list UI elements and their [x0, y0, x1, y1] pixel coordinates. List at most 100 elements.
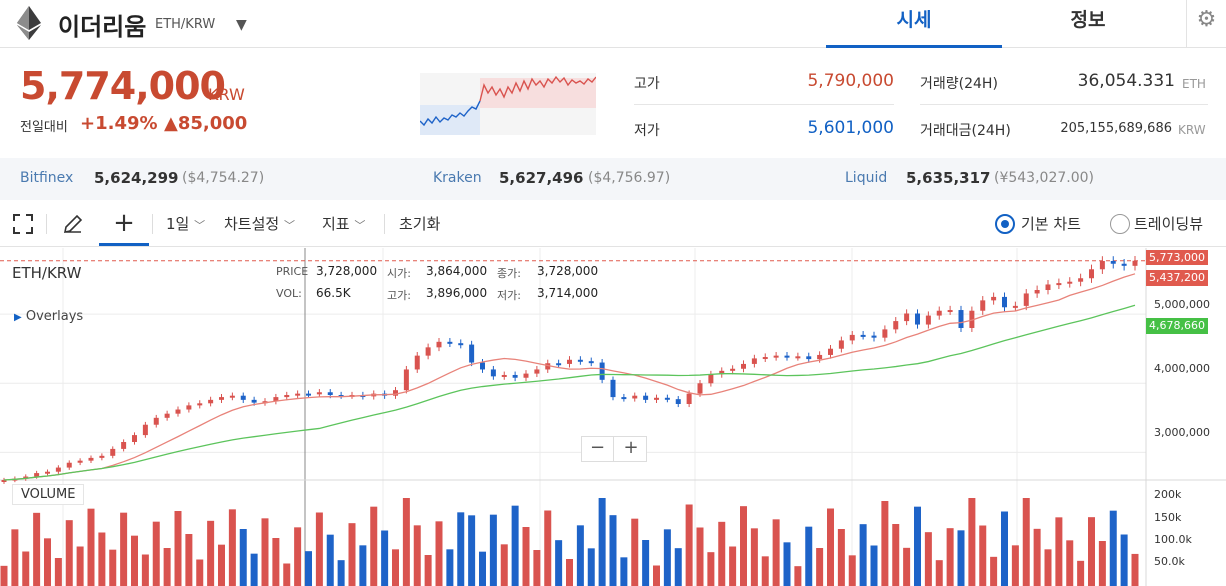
change-percent: +1.49%: [80, 113, 158, 134]
candle-body: [338, 395, 344, 398]
chevron-down-icon: ﹀: [194, 219, 206, 232]
volume-bar: [500, 544, 508, 586]
candle-body: [306, 393, 311, 396]
tradingview-label[interactable]: 트레이딩뷰: [1134, 215, 1204, 233]
volume-bar: [1077, 560, 1085, 586]
volume-bar: [424, 555, 432, 586]
volume-bar: [576, 525, 584, 586]
candle-body: [121, 442, 127, 449]
volume-panel-label: VOLUME: [12, 484, 85, 505]
volume-bar: [402, 498, 410, 586]
exchange-price: 5,624,299: [94, 169, 179, 187]
exchange-price-bar: Bitfinex 5,624,299 ($4,754.27) Kraken 5,…: [0, 158, 1226, 200]
candle-body: [142, 424, 148, 436]
candle-body: [860, 334, 866, 337]
candle-body: [915, 313, 920, 325]
mini-price-chart: [420, 73, 596, 135]
volume-bar: [33, 512, 41, 586]
volume-bar: [196, 559, 204, 586]
candle-body: [577, 359, 583, 362]
tab-info[interactable]: 정보: [1070, 9, 1106, 31]
volume-bar: [446, 549, 454, 586]
volume-bar: [283, 563, 291, 586]
candle-body: [273, 397, 279, 402]
fullscreen-icon[interactable]: [12, 213, 34, 235]
ohlc-price-label: PRICE: [276, 265, 309, 278]
price-tag-ma-short: 5,437,200: [1146, 270, 1208, 286]
volume-bar: [653, 565, 660, 586]
volume-bar: [0, 565, 8, 586]
volume-bar: [1022, 498, 1030, 586]
period-label: 1일: [166, 215, 190, 233]
candle-body: [469, 344, 475, 363]
zoom-out-button[interactable]: −: [582, 437, 614, 461]
candle-body: [229, 395, 235, 398]
volume-bar: [859, 524, 867, 586]
candle-body: [240, 395, 246, 400]
volume-bar: [718, 521, 726, 586]
period-select[interactable]: 1일 ﹀: [166, 213, 205, 234]
candle-body: [643, 395, 649, 400]
indicator-button[interactable]: 지표 ﹀: [322, 213, 365, 234]
volume-bar: [131, 535, 138, 586]
volume-bar: [816, 548, 824, 586]
price-chart-area[interactable]: ETH/KRW ▶ Overlays PRICE 3,728,000 VOL: …: [0, 248, 1226, 586]
candle-body: [719, 370, 725, 375]
volume-bar: [696, 527, 704, 586]
overlays-label: Overlays: [25, 309, 84, 324]
candle-body: [871, 335, 877, 338]
candle-body: [295, 393, 301, 396]
candle-body: [1002, 296, 1007, 308]
exchange-price: 5,635,317: [906, 169, 991, 187]
candle-body: [991, 296, 997, 301]
price-tag-ma-long: 4,678,660: [1146, 318, 1208, 334]
volume-bar: [848, 555, 856, 586]
coin-select-chevron-icon[interactable]: ▼: [236, 17, 247, 33]
pencil-icon[interactable]: [62, 213, 84, 235]
volume-bar: [348, 523, 356, 586]
exchange-usd: ($4,756.97): [588, 170, 671, 186]
candle-body: [219, 397, 224, 400]
volume-bar: [555, 540, 563, 586]
basic-chart-radio[interactable]: [995, 214, 1015, 234]
candle-body: [251, 399, 257, 403]
volume-bar: [370, 506, 378, 586]
volume-bar: [22, 551, 30, 586]
crosshair-icon[interactable]: +: [99, 204, 149, 246]
zoom-in-button[interactable]: +: [623, 437, 639, 458]
chart-toolbar: + 1일 ﹀ 차트설정 ﹀ 지표 ﹀ 초기화 기본 차트 트레이딩뷰: [0, 200, 1226, 247]
ohlc-high-label: 고가:: [387, 289, 411, 302]
tab-market-price[interactable]: 시세: [826, 0, 1002, 48]
candle-body: [132, 435, 137, 442]
ma-short-line: [3, 273, 1136, 481]
basic-chart-label[interactable]: 기본 차트: [1021, 215, 1081, 233]
tradingview-radio[interactable]: [1110, 214, 1130, 234]
candle-body: [1056, 283, 1062, 286]
candlestick-chart[interactable]: [0, 248, 1226, 586]
volume-bar: [957, 530, 965, 586]
volume-bar: [98, 532, 106, 586]
candle-body: [567, 359, 572, 364]
reset-button[interactable]: 초기화: [399, 215, 441, 233]
exchange-name: Kraken: [433, 170, 482, 186]
volume-bar: [620, 557, 628, 586]
volume-bar: [729, 546, 737, 586]
volume-bar: [1055, 517, 1063, 586]
ohlc-open-label: 시가:: [387, 267, 411, 280]
candle-body: [1078, 278, 1084, 282]
volume-bar: [522, 527, 530, 586]
gear-icon[interactable]: ⚙: [1186, 0, 1226, 48]
candle-body: [164, 413, 170, 418]
candle-body: [838, 340, 844, 349]
zoom-control: − +: [581, 436, 647, 462]
ohlc-high-value: 3,896,000: [426, 286, 488, 300]
chart-settings-button[interactable]: 차트설정 ﹀: [224, 213, 295, 234]
indicator-label: 지표: [322, 215, 350, 233]
volume-bar: [598, 498, 606, 586]
price-unit: KRW: [208, 85, 245, 104]
volume-bar: [1001, 511, 1008, 586]
candle-body: [1110, 260, 1116, 264]
y-tick: 5,000,000: [1154, 298, 1210, 311]
candle-body: [708, 374, 714, 384]
overlays-toggle[interactable]: ▶ Overlays: [14, 309, 83, 324]
